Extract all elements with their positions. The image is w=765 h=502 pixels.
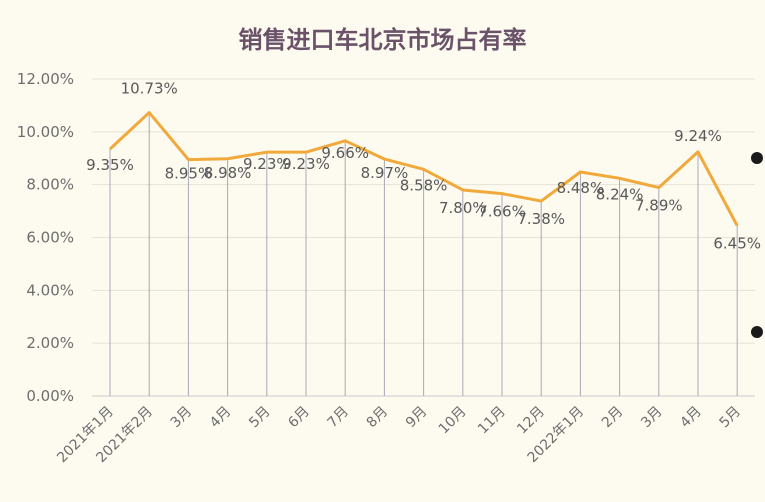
data-label: 8.98% (204, 164, 252, 182)
x-tick-label: 2月 (599, 404, 627, 432)
series-line (108, 111, 739, 227)
y-tick-label: 12.00% (17, 70, 74, 88)
x-tick-label: 5月 (717, 404, 745, 432)
x-tick-label: 4月 (677, 404, 705, 432)
y-tick-label: 0.00% (26, 387, 74, 405)
data-label: 9.23% (282, 155, 330, 173)
x-tick-label: 7月 (325, 404, 353, 432)
data-label: 7.66% (478, 203, 526, 221)
data-label: 7.38% (517, 210, 565, 228)
data-label: 8.95% (165, 165, 213, 183)
x-tick-label: 9月 (403, 404, 431, 432)
data-label: 8.97% (361, 164, 409, 182)
data-label: 8.58% (400, 176, 448, 194)
scroll-marker-top[interactable] (751, 152, 763, 164)
data-label: 9.23% (243, 155, 291, 173)
x-tick-label: 3月 (638, 404, 666, 432)
x-tick-label: 8月 (364, 404, 392, 432)
data-label: 7.80% (439, 199, 487, 217)
y-tick-label: 6.00% (26, 229, 74, 247)
scroll-marker-bottom[interactable] (751, 326, 763, 338)
data-label: 6.45% (713, 235, 761, 253)
chart-title: 销售进口车北京市场占有率 (238, 26, 527, 54)
y-tick-label: 10.00% (17, 123, 74, 141)
data-label: 9.66% (321, 144, 369, 162)
x-tick-label: 4月 (207, 404, 235, 432)
x-tick-label: 6月 (285, 404, 313, 432)
data-label: 9.35% (86, 156, 134, 174)
x-tick-label: 10月 (436, 404, 470, 438)
x-tick-label: 5月 (246, 404, 274, 432)
data-label: 10.73% (121, 80, 178, 98)
y-tick-label: 2.00% (26, 334, 74, 352)
x-tick-label: 3月 (168, 404, 196, 432)
y-tick-label: 4.00% (26, 281, 74, 299)
data-label: 8.48% (557, 179, 605, 197)
data-label: 8.24% (596, 185, 644, 203)
x-tick-label: 11月 (475, 404, 509, 438)
data-label: 9.24% (674, 127, 722, 145)
y-tick-label: 8.00% (26, 176, 74, 194)
data-label: 7.89% (635, 197, 683, 215)
x-tick-label: 12月 (514, 404, 548, 438)
